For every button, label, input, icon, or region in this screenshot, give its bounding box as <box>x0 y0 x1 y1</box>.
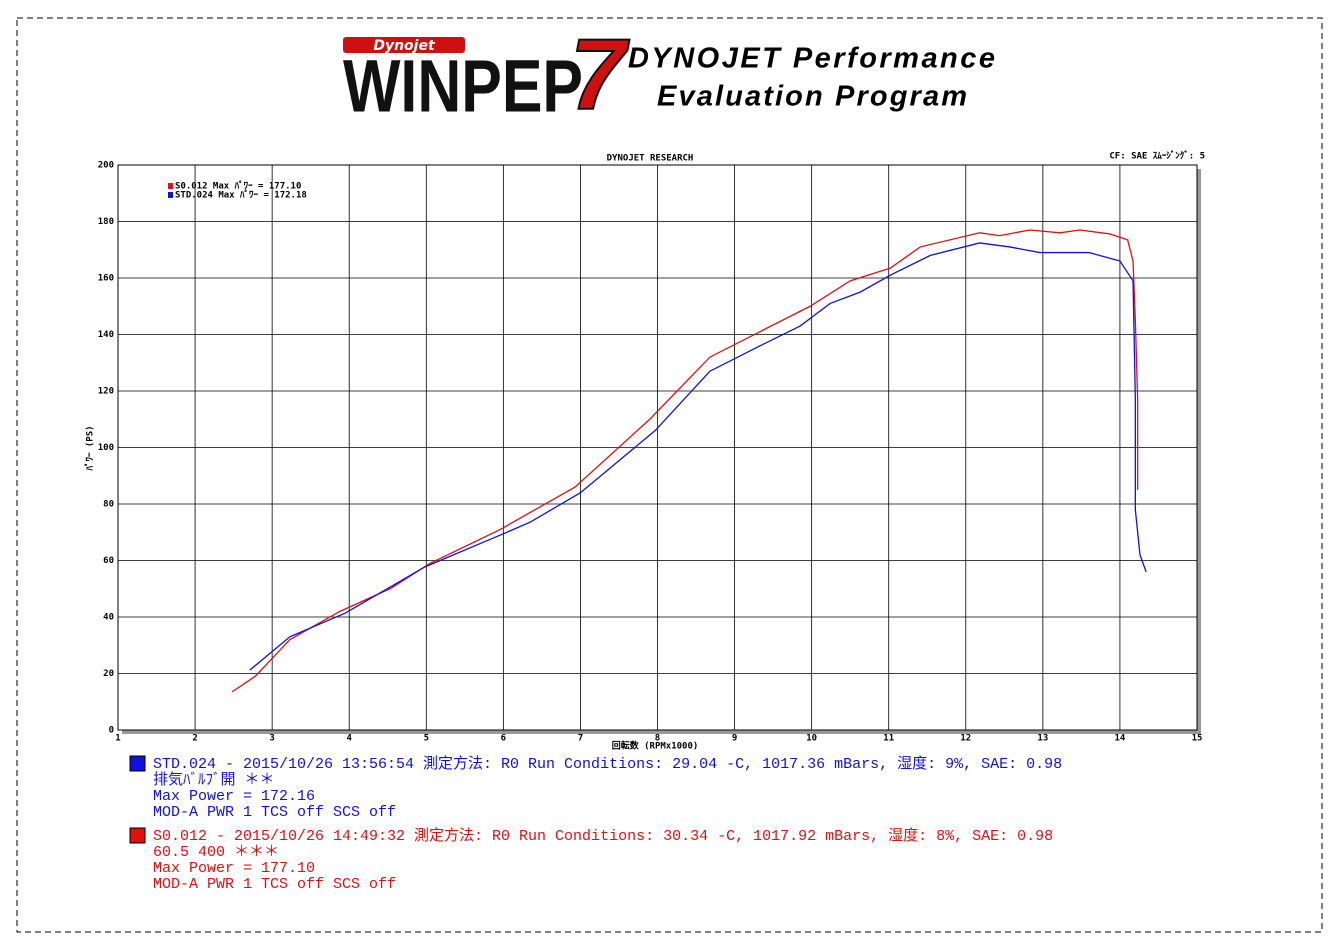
brand: Dynojet <box>373 38 436 54</box>
y-tick-label: 60 <box>103 556 114 566</box>
run-info: MOD-A PWR 1 TCS off SCS off <box>153 876 396 893</box>
x-tick-label: 10 <box>806 734 817 744</box>
tagline-2: Evaluation Program <box>657 81 967 113</box>
x-tick-label: 12 <box>960 734 971 744</box>
y-tick-label: 80 <box>103 500 114 510</box>
x-tick-label: 13 <box>1037 734 1048 744</box>
series-line <box>249 242 1147 671</box>
legend-label: S0.012 Max ﾊﾟﾜｰ = 177.10 <box>175 180 301 192</box>
run-info: 排気ﾊﾞﾙﾌﾞ開 ＊＊ <box>153 771 275 789</box>
run-info: Max Power = 172.16 <box>153 788 315 805</box>
run-info: 60.5 400 ＊＊＊ <box>153 844 279 861</box>
x-tick-label: 14 <box>1115 734 1126 744</box>
chart-header: CF: SAE ｽﾑｰｼﾞﾝｸﾞ: 5 <box>1109 150 1205 162</box>
x-tick-label: 9 <box>732 734 737 744</box>
x-tick-label: 8 <box>655 734 660 744</box>
y-tick-label: 200 <box>98 161 114 171</box>
y-tick-label: 180 <box>98 217 114 227</box>
x-tick-label: 1 <box>115 734 120 744</box>
x-tick-label: 15 <box>1192 734 1203 744</box>
page-border <box>16 17 1323 933</box>
x-tick-label: 6 <box>501 734 506 744</box>
legend-swatch <box>168 192 173 198</box>
x-axis-label: 回転数 (RPMx1000) <box>612 740 699 752</box>
y-tick-label: 40 <box>103 613 114 623</box>
tagline-1: DYNOJET Performance <box>628 43 995 75</box>
run-info: S0.012 - 2015/10/26 14:49:32 測定方法: R0 Ru… <box>153 827 1053 845</box>
x-tick-label: 4 <box>347 734 353 744</box>
x-tick-label: 11 <box>883 734 894 744</box>
run-marker <box>129 827 146 844</box>
version: 7 <box>570 18 630 130</box>
y-tick-label: 20 <box>103 669 114 679</box>
run-info: STD.024 - 2015/10/26 13:56:54 測定方法: R0 R… <box>153 755 1062 773</box>
run-info: Max Power = 177.10 <box>153 860 315 877</box>
legend-swatch <box>168 183 173 189</box>
y-tick-label: 0 <box>109 726 114 736</box>
x-tick-label: 3 <box>269 734 274 744</box>
y-tick-label: 140 <box>98 330 114 340</box>
y-tick-label: 120 <box>98 387 114 397</box>
legend-label: STD.024 Max ﾊﾟﾜｰ = 172.18 <box>175 189 307 201</box>
y-tick-label: 160 <box>98 274 114 284</box>
y-axis-label: ﾊﾟﾜｰ (PS) <box>84 425 96 471</box>
chart-title: DYNOJET RESEARCH <box>607 154 694 164</box>
series-line <box>231 229 1139 693</box>
x-tick-label: 2 <box>192 734 197 744</box>
y-tick-label: 100 <box>98 443 114 453</box>
x-tick-label: 7 <box>578 734 583 744</box>
run-info: MOD-A PWR 1 TCS off SCS off <box>153 804 396 821</box>
product: WINPEP <box>343 45 583 128</box>
run-marker <box>129 755 146 772</box>
brand-badge <box>343 37 465 53</box>
x-tick-label: 5 <box>424 734 429 744</box>
